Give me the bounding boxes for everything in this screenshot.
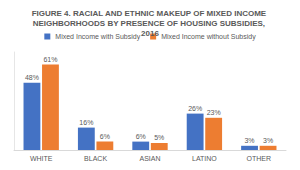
svg-text:NEIGHBORHOODS BY PRESENCE OF H: NEIGHBORHOODS BY PRESENCE OF HOUSING SUB… xyxy=(33,19,268,28)
svg-text:5%: 5% xyxy=(154,134,164,141)
svg-text:48%: 48% xyxy=(25,74,39,81)
svg-text:ASIAN: ASIAN xyxy=(139,155,160,162)
svg-text:3%: 3% xyxy=(263,137,273,144)
svg-text:Mixed Income with Subsidy: Mixed Income with Subsidy xyxy=(55,33,140,41)
svg-text:23%: 23% xyxy=(207,109,221,116)
svg-text:OTHER: OTHER xyxy=(247,155,272,162)
svg-text:3%: 3% xyxy=(244,137,254,144)
svg-text:2016: 2016 xyxy=(141,29,159,38)
svg-text:6%: 6% xyxy=(136,133,146,140)
svg-text:LATINO: LATINO xyxy=(192,155,217,162)
svg-text:61%: 61% xyxy=(43,56,57,63)
svg-text:WHITE: WHITE xyxy=(30,155,53,162)
svg-text:BLACK: BLACK xyxy=(84,155,107,162)
svg-text:6%: 6% xyxy=(100,133,110,140)
svg-text:FIGURE 4. RACIAL AND ETHNIC MA: FIGURE 4. RACIAL AND ETHNIC MAKEUP OF MI… xyxy=(32,9,269,18)
svg-text:Mixed Income without Subsidy: Mixed Income without Subsidy xyxy=(161,33,256,41)
svg-text:26%: 26% xyxy=(188,105,202,112)
svg-text:16%: 16% xyxy=(79,119,93,126)
